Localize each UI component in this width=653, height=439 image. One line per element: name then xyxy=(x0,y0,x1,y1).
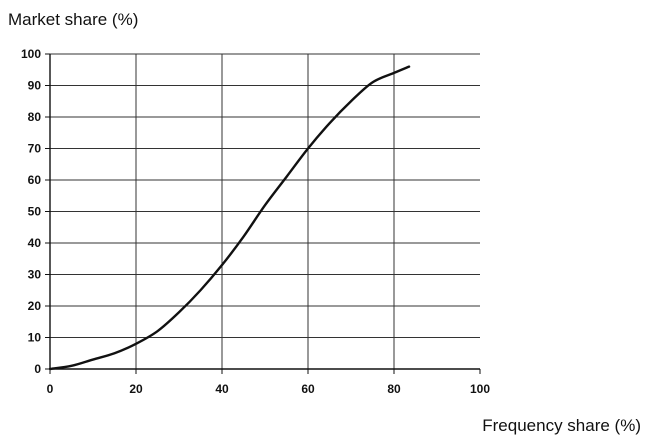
y-tick-label: 40 xyxy=(28,236,42,250)
x-tick-label: 60 xyxy=(301,382,315,396)
axes xyxy=(45,53,481,374)
y-tick-label: 100 xyxy=(21,47,41,61)
x-tick-label: 0 xyxy=(47,382,54,396)
y-tick-label: 60 xyxy=(28,173,42,187)
y-tick-labels: 0 10 20 30 40 50 60 70 80 90 100 xyxy=(21,47,41,376)
x-tick-label: 20 xyxy=(129,382,143,396)
x-tick-label: 80 xyxy=(387,382,401,396)
x-axis-title: Frequency share (%) xyxy=(482,416,641,435)
x-tick-label: 40 xyxy=(215,382,229,396)
y-tick-label: 90 xyxy=(28,79,42,93)
y-tick-label: 70 xyxy=(28,142,42,156)
x-tick-label: 100 xyxy=(470,382,490,396)
y-tick-label: 10 xyxy=(28,331,42,345)
y-axis-title: Market share (%) xyxy=(8,10,138,29)
y-tick-label: 50 xyxy=(28,205,42,219)
y-tick-label: 20 xyxy=(28,299,42,313)
grid-lines xyxy=(50,53,480,369)
series-line-0 xyxy=(48,65,411,371)
y-tick-label: 30 xyxy=(28,268,42,282)
y-tick-label: 80 xyxy=(28,110,42,124)
x-tick-labels: 0 20 40 60 80 100 xyxy=(47,382,491,396)
series-group xyxy=(48,65,411,371)
y-tick-label: 0 xyxy=(34,362,41,376)
